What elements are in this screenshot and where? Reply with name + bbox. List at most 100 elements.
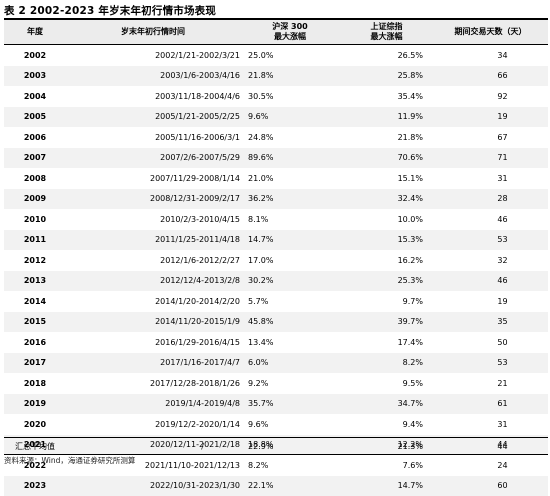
cell-hs300: 24.8% xyxy=(240,127,340,148)
cell-sh: 70.6% xyxy=(340,148,433,169)
cell-hs300: 9.2% xyxy=(240,373,340,394)
cell-sh: 32.4% xyxy=(340,189,433,210)
cell-hs300: 13.4% xyxy=(240,332,340,353)
cell-sh: 14.7% xyxy=(340,476,433,496)
header-hs300-line1: 沪深 300 xyxy=(272,22,307,32)
cell-period: 2003/11/18-2004/4/6 xyxy=(66,86,240,107)
cell-period: 2012/12/4-2013/2/8 xyxy=(66,271,240,292)
cell-sh: 35.4% xyxy=(340,86,433,107)
cell-hs300: 25.0% xyxy=(240,45,340,66)
summary-days: 44 xyxy=(433,438,548,454)
cell-hs300: 14.7% xyxy=(240,230,340,251)
summary-period: / xyxy=(66,438,240,454)
cell-year: 2018 xyxy=(4,373,66,394)
cell-hs300: 89.6% xyxy=(240,148,340,169)
cell-year: 2023 xyxy=(4,476,66,496)
cell-sh: 26.5% xyxy=(340,45,433,66)
cell-hs300: 30.2% xyxy=(240,271,340,292)
cell-year: 2006 xyxy=(4,127,66,148)
cell-days: 50 xyxy=(433,332,548,353)
cell-period: 2002/1/21-2002/3/21 xyxy=(66,45,240,66)
cell-period: 2014/11/20-2015/1/9 xyxy=(66,312,240,333)
cell-year: 2009 xyxy=(4,189,66,210)
summary-label: 汇总平均值 xyxy=(4,438,66,454)
cell-year: 2004 xyxy=(4,86,66,107)
cell-period: 2017/1/16-2017/4/7 xyxy=(66,353,240,374)
source-note: 资料来源：Wind，海通证券研究所测算 xyxy=(4,455,135,466)
cell-days: 21 xyxy=(433,373,548,394)
cell-sh: 8.2% xyxy=(340,353,433,374)
cell-year: 2002 xyxy=(4,45,66,66)
cell-hs300: 45.8% xyxy=(240,312,340,333)
cell-days: 34 xyxy=(433,45,548,66)
cell-days: 53 xyxy=(433,353,548,374)
cell-year: 2015 xyxy=(4,312,66,333)
table-title: 表 2 2002-2023 年岁末年初行情市场表现 xyxy=(4,3,216,18)
cell-days: 71 xyxy=(433,148,548,169)
cell-days: 31 xyxy=(433,168,548,189)
summary-row: 汇总平均值 / 22.9% 21.3% 44 xyxy=(4,437,548,455)
cell-period: 2011/1/25-2011/4/18 xyxy=(66,230,240,251)
cell-sh: 16.2% xyxy=(340,250,433,271)
header-period: 岁末年初行情时间 xyxy=(66,20,240,44)
cell-period: 2014/1/20-2014/2/20 xyxy=(66,291,240,312)
cell-period: 2022/10/31-2023/1/30 xyxy=(66,476,240,496)
cell-period: 2005/11/16-2006/3/1 xyxy=(66,127,240,148)
cell-sh: 21.8% xyxy=(340,127,433,148)
cell-year: 2003 xyxy=(4,66,66,87)
cell-year: 2008 xyxy=(4,168,66,189)
cell-year: 2020 xyxy=(4,414,66,435)
cell-year: 2019 xyxy=(4,394,66,415)
cell-days: 19 xyxy=(433,107,548,128)
cell-hs300: 22.1% xyxy=(240,476,340,496)
cell-sh: 17.4% xyxy=(340,332,433,353)
cell-period: 2016/1/29-2016/4/15 xyxy=(66,332,240,353)
cell-days: 67 xyxy=(433,127,548,148)
cell-days: 46 xyxy=(433,209,548,230)
cell-period: 2003/1/6-2003/4/16 xyxy=(66,66,240,87)
cell-hs300: 30.5% xyxy=(240,86,340,107)
cell-hs300: 36.2% xyxy=(240,189,340,210)
cell-year: 2016 xyxy=(4,332,66,353)
cell-sh: 9.5% xyxy=(340,373,433,394)
cell-year: 2007 xyxy=(4,148,66,169)
cell-days: 92 xyxy=(433,86,548,107)
cell-days: 61 xyxy=(433,394,548,415)
cell-days: 53 xyxy=(433,230,548,251)
cell-year: 2005 xyxy=(4,107,66,128)
cell-days: 35 xyxy=(433,312,548,333)
cell-sh: 34.7% xyxy=(340,394,433,415)
cell-hs300: 9.6% xyxy=(240,414,340,435)
cell-days: 46 xyxy=(433,271,548,292)
cell-year: 2013 xyxy=(4,271,66,292)
cell-sh: 7.6% xyxy=(340,455,433,476)
cell-period: 2012/1/6-2012/2/27 xyxy=(66,250,240,271)
cell-days: 60 xyxy=(433,476,548,496)
header-hs300-line2: 最大涨幅 xyxy=(272,32,307,42)
cell-year: 2010 xyxy=(4,209,66,230)
cell-period: 2008/12/31-2009/2/17 xyxy=(66,189,240,210)
cell-period: 2007/2/6-2007/5/29 xyxy=(66,148,240,169)
cell-hs300: 5.7% xyxy=(240,291,340,312)
cell-sh: 15.3% xyxy=(340,230,433,251)
cell-days: 24 xyxy=(433,455,548,476)
cell-period: 2007/11/29-2008/1/14 xyxy=(66,168,240,189)
summary-hs300: 22.9% xyxy=(240,438,340,454)
cell-days: 28 xyxy=(433,189,548,210)
cell-period: 2019/12/2-2020/1/14 xyxy=(66,414,240,435)
